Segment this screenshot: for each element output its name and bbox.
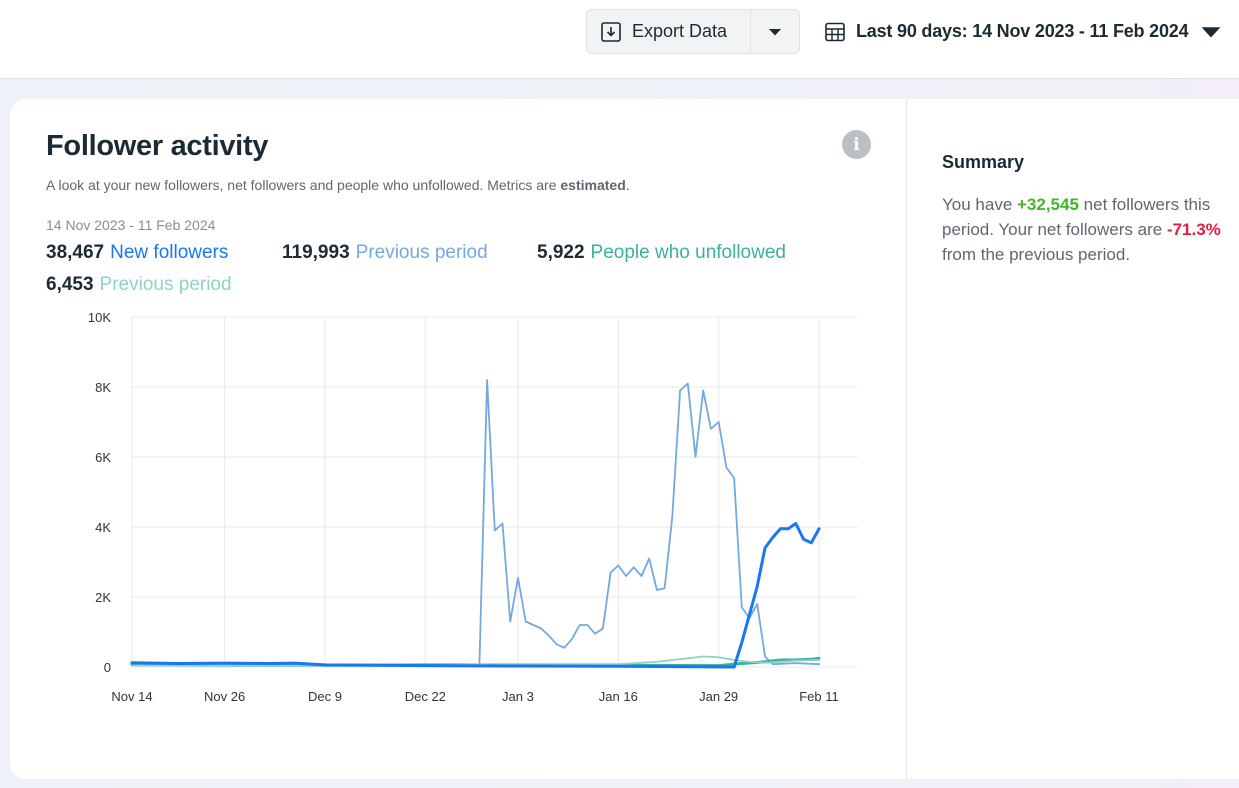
x-tick-label: Jan 29	[699, 689, 738, 704]
metric-label[interactable]: New followers	[110, 242, 229, 263]
y-tick-label: 8K	[95, 380, 111, 395]
export-options-button[interactable]	[751, 10, 799, 53]
subtitle-end: .	[625, 177, 630, 193]
export-data-button[interactable]: Export Data	[587, 10, 751, 53]
metric-value: 38,467	[46, 242, 105, 263]
x-tick-label: Dec 9	[308, 689, 342, 704]
info-icon[interactable]: i	[842, 130, 871, 159]
metric-label[interactable]: Previous period	[99, 274, 232, 295]
metric-value: 6,453	[46, 274, 94, 295]
metric-value: 119,993	[282, 242, 350, 263]
y-tick-label: 4K	[95, 520, 111, 535]
caret-down-icon	[1200, 21, 1222, 43]
caret-down-icon	[769, 28, 781, 35]
metric-label[interactable]: People who unfollowed	[590, 242, 786, 263]
export-data-group: Export Data	[586, 9, 800, 54]
x-tick-label: Jan 3	[502, 689, 534, 704]
x-tick-label: Nov 14	[111, 689, 152, 704]
summary-text-1: You have	[942, 195, 1017, 214]
x-tick-label: Feb 11	[799, 689, 839, 704]
summary-text: You have +32,545 net followers this peri…	[942, 192, 1227, 267]
export-data-label: Export Data	[632, 21, 728, 41]
y-tick-label: 2K	[95, 590, 111, 605]
date-range-selector[interactable]: Last 90 days: 14 Nov 2023 - 11 Feb 2024	[824, 9, 1224, 54]
metric-label[interactable]: Previous period	[355, 242, 488, 263]
calendar-icon	[825, 22, 845, 41]
subtitle-estimated: estimated	[560, 177, 626, 193]
x-tick-label: Jan 16	[599, 689, 638, 704]
metric-new-followers: 38,467 New followers	[46, 242, 228, 264]
y-tick-label: 10K	[88, 310, 111, 325]
metric-value: 5,922	[537, 242, 585, 263]
follower-activity-chart: 0 2K 4K 6K 8K 10K Nov 14 Nov 26 Dec 9 Dec 22 Jan 3…	[88, 310, 858, 704]
net-followers-value: +32,545	[1017, 195, 1079, 214]
download-icon	[601, 21, 621, 42]
metric-previous-unfollowed: 6,453 Previous period	[46, 274, 232, 296]
metric-unfollowed: 5,922 People who unfollowed	[537, 242, 786, 264]
x-tick-label: Dec 22	[405, 689, 446, 704]
x-tick-label: Nov 26	[204, 689, 245, 704]
summary-title: Summary	[942, 152, 1025, 172]
card-divider	[906, 99, 907, 779]
metric-date-range: 14 Nov 2023 - 11 Feb 2024	[46, 217, 216, 233]
net-change-value: -71.3%	[1166, 220, 1221, 239]
subtitle-text: A look at your new followers, net follow…	[46, 177, 561, 193]
card-title: Follower activity	[46, 130, 269, 162]
card-subtitle: A look at your new followers, net follow…	[46, 177, 630, 193]
metric-previous-new-followers: 119,993 Previous period	[282, 242, 488, 264]
summary-text-3: from the previous period.	[942, 245, 1131, 264]
series-line	[131, 379, 820, 667]
date-range-label: Last 90 days: 14 Nov 2023 - 11 Feb 2024	[856, 21, 1189, 41]
y-tick-label: 6K	[95, 450, 111, 465]
top-toolbar: Export Data Last 90 days: 14 Nov 2023 - …	[0, 0, 1239, 79]
series-line	[130, 522, 821, 669]
y-tick-label: 0	[104, 660, 111, 675]
summary-text-2: net followers this period. Your net foll…	[942, 195, 1211, 239]
